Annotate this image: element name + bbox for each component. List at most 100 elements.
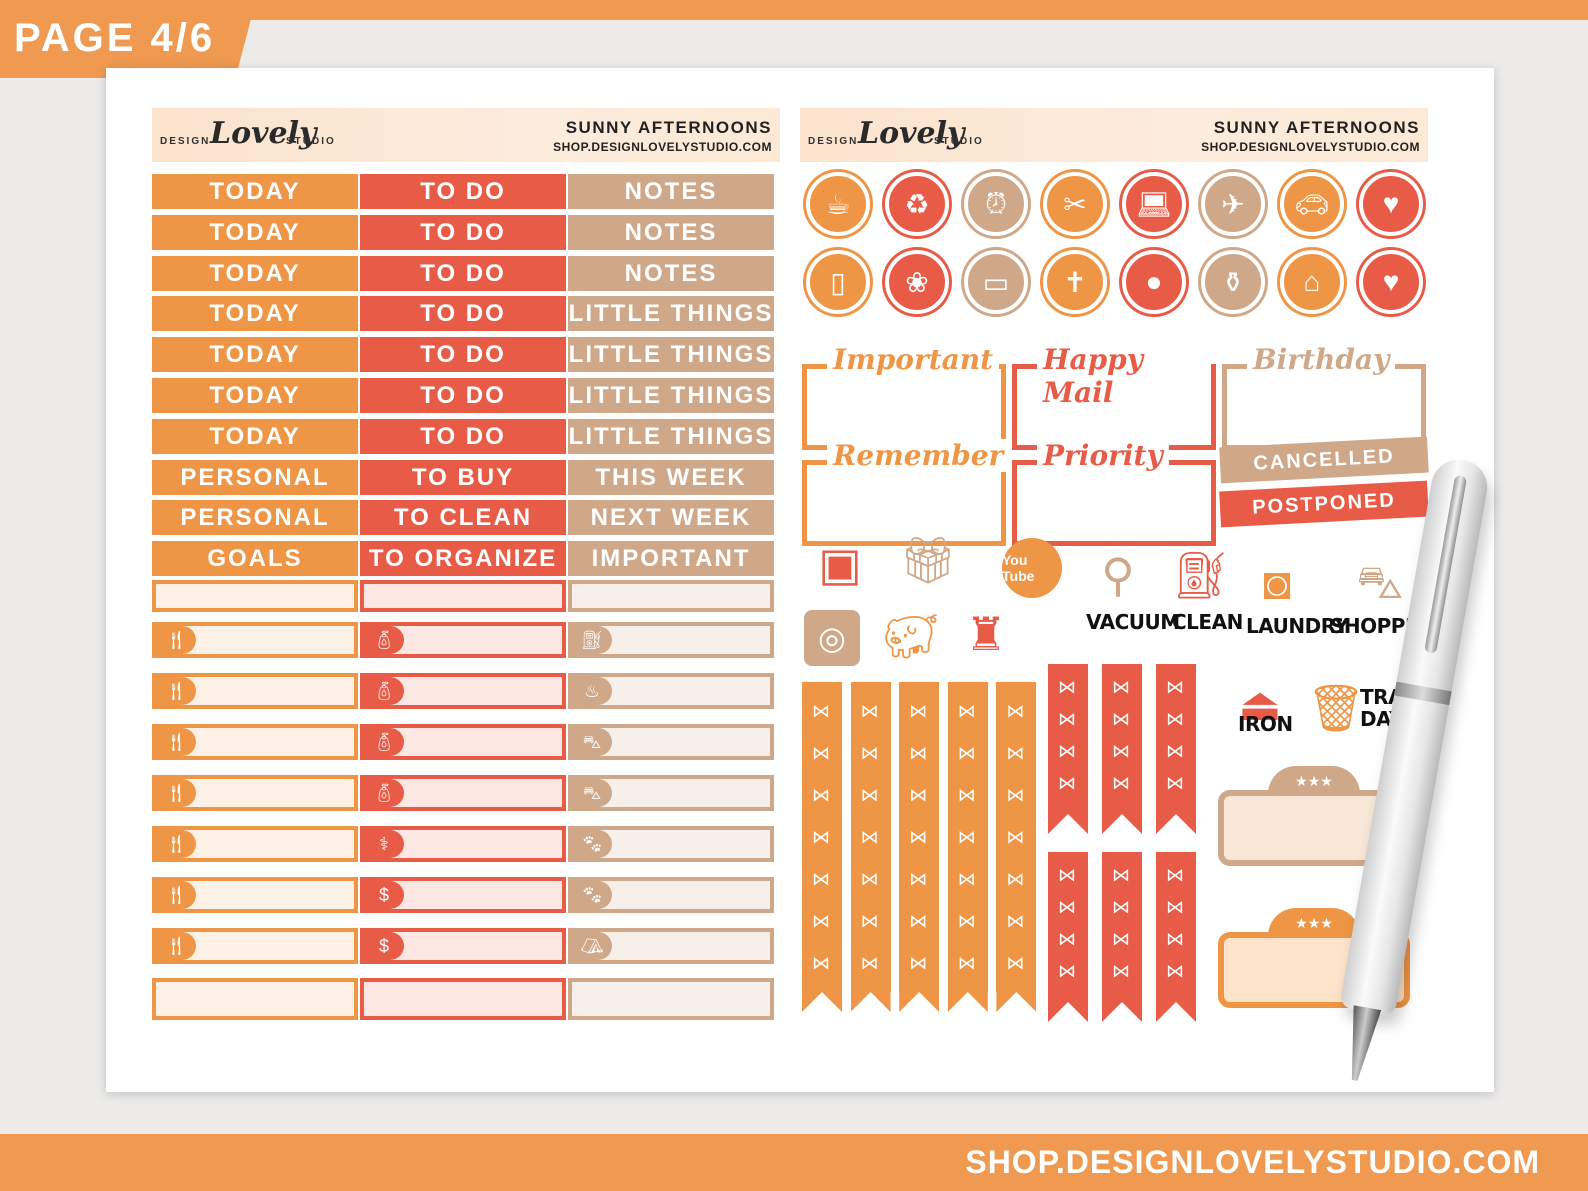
circle-sticker: ✂︎ (1043, 172, 1107, 236)
bow-icon: ⋈ (812, 953, 830, 973)
shopping-bag-icon: ⛍ (1356, 556, 1404, 608)
icon-box-sticker: $ (360, 928, 566, 964)
bow-icon: ⋈ (1166, 773, 1184, 793)
circle-sticker: ⏰︎ (964, 172, 1028, 236)
pen-clip (1424, 474, 1468, 655)
label-sticker: TO DO (360, 214, 566, 250)
bow-icon: ⋈ (860, 701, 879, 721)
label-sticker: LITTLE THINGS (568, 296, 774, 332)
utensils-icon: 🍴︎ (156, 728, 196, 756)
paw-icon: 🐾︎ (572, 830, 612, 858)
bow-icon: ⋈ (1058, 741, 1076, 761)
label-sticker: TO DO (360, 378, 566, 413)
label-sticker: TO ORGANIZE (360, 541, 566, 577)
label-sticker: TO DO (360, 296, 566, 332)
pills-icon: ● (1145, 266, 1163, 297)
vacuum-label: VACUUM (1086, 610, 1180, 634)
iron-label: IRON (1238, 712, 1293, 736)
plant-icon: ❀ (905, 266, 929, 298)
sheet-title: SUNNY AFTERNOONS (1213, 118, 1420, 137)
bow-icon: ⋈ (1166, 677, 1184, 697)
brand-lovely-text: Lovely (858, 116, 965, 151)
banner-birthday: Birthday (1222, 343, 1426, 450)
bow-icon: ⋈ (1006, 869, 1025, 889)
bow-icon: ⋈ (909, 827, 928, 847)
circle-sticker: 🚗︎ (1280, 172, 1344, 236)
bow-flag-red: ⋈ ⋈ ⋈ ⋈ (1048, 664, 1088, 814)
water-bottle-icon: 🧴︎ (364, 677, 404, 705)
bow-icon: ⋈ (860, 827, 879, 847)
banner-priority: Priority (1012, 439, 1216, 546)
circle-sticker: ✝︎ (1043, 250, 1107, 314)
piggy-bank-icon: 🐖︎ (881, 609, 941, 662)
sheet-url: SHOP.DESIGNLOVELYSTUDIO.COM (1201, 140, 1420, 154)
sheet-title: SUNNY AFTERNOONS (565, 118, 772, 137)
bow-icon: ⋈ (957, 869, 976, 889)
circle-sticker: ▯ (806, 250, 870, 314)
label-sticker: TODAY (152, 337, 358, 373)
airplane-icon: ✈︎ (1221, 188, 1245, 220)
label-sticker: NOTES (568, 174, 774, 209)
icon-box-sticker: 🐾︎ (568, 826, 774, 862)
icon-box-sticker: 🍴︎ (152, 673, 358, 709)
banner-remember-text: Remember (827, 439, 1010, 472)
utensils-icon: 🍴︎ (156, 881, 196, 909)
sheet-url: SHOP.DESIGNLOVELYSTUDIO.COM (553, 140, 772, 154)
right-sheet-header: DESIGN Lovely STUDIO SUNNY AFTERNOONS SH… (800, 108, 1428, 162)
circle-sticker: ✈︎ (1201, 172, 1265, 236)
icon-box-sticker: 🍴︎ (152, 928, 358, 964)
bow-flag-red: ⋈ ⋈ ⋈ ⋈ (1102, 664, 1142, 814)
lunchbox-icon: ♥︎ (1382, 266, 1400, 297)
bow-icon: ⋈ (860, 953, 879, 973)
brand-logo: DESIGN Lovely STUDIO (808, 116, 988, 156)
bow-icon: ⋈ (957, 827, 976, 847)
brand-design-text: DESIGN (160, 136, 211, 147)
bow-flag-red: ⋈ ⋈ ⋈ ⋈ (1048, 852, 1088, 1002)
recycle-icon: ♻︎ (904, 188, 930, 220)
spray-bottle-icon: ⛽︎ (1171, 548, 1231, 601)
bow-icon: ⋈ (909, 953, 928, 973)
bow-icon: ⋈ (957, 911, 976, 931)
bow-icon: ⋈ (1112, 677, 1130, 697)
bow-icon: ⋈ (1058, 773, 1076, 793)
label-sticker: NOTES (568, 214, 774, 250)
bow-icon: ⋈ (957, 785, 976, 805)
bow-icon: ⋈ (909, 743, 928, 763)
water-bottle-icon: 🧴︎ (364, 626, 404, 654)
laundry-label: LAUNDRY (1246, 614, 1349, 638)
bow-icon: ⋈ (1112, 709, 1130, 729)
tooth-icon: ⛺︎ (572, 932, 612, 960)
circle-sticker: ♥︎ (1359, 172, 1423, 236)
bow-icon: ⋈ (812, 911, 830, 931)
bow-flag-orange: ⋈ ⋈ ⋈ ⋈ ⋈ ⋈ ⋈ (996, 682, 1037, 992)
icon-box-sticker: 🍴︎ (152, 877, 358, 913)
circle-sticker: ♥︎ (1359, 250, 1423, 314)
utensils-icon: 🍴︎ (156, 830, 196, 858)
label-sticker: NOTES (568, 255, 774, 291)
circle-sticker: ❀ (885, 250, 949, 314)
blank-box-sticker (152, 978, 358, 1020)
icon-box-sticker: 🍴︎ (152, 724, 358, 760)
top-stripe (0, 0, 1588, 20)
blank-box-sticker (360, 580, 566, 612)
page-indicator-tab: PAGE 4/6 (0, 0, 256, 78)
icon-box-sticker: $ (360, 877, 566, 913)
shopping-bag-icon: ⛍ (572, 728, 612, 756)
label-sticker: TO DO (360, 418, 566, 454)
gift-icon: 🎁︎ (898, 533, 958, 586)
utensils-icon: 🍴︎ (156, 677, 196, 705)
banner-priority-text: Priority (1037, 439, 1169, 472)
circle-sticker: 💻︎ (1122, 172, 1186, 236)
bow-icon: ⋈ (1058, 865, 1076, 885)
banner-birthday-text: Birthday (1247, 343, 1396, 376)
bow-icon: ⋈ (957, 953, 976, 973)
bow-icon: ⋈ (1058, 897, 1076, 917)
circle-sticker: ⌂ (1280, 250, 1344, 314)
trash-can-icon: 🗑︎ (1306, 681, 1366, 734)
bow-icon: ⋈ (909, 701, 928, 721)
banner-happy-mail: Happy Mail (1012, 343, 1216, 450)
bow-icon: ⋈ (812, 785, 830, 805)
bow-icon: ⋈ (1058, 961, 1076, 981)
dollar-icon: $ (364, 932, 404, 960)
bow-icon: ⋈ (1006, 911, 1025, 931)
